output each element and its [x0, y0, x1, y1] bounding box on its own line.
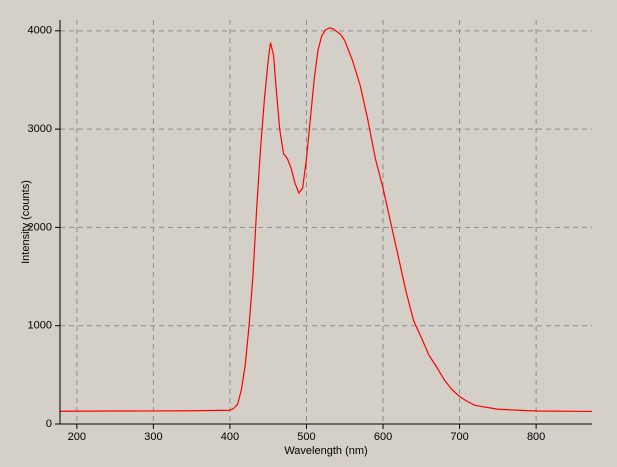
plot-area	[59, 27, 593, 413]
x-tick-label: 700	[450, 431, 468, 443]
x-tick-label: 300	[144, 431, 162, 443]
y-tick-label: 1000	[28, 320, 52, 332]
x-axis-label: Wavelength (nm)	[284, 445, 367, 457]
grid	[60, 20, 592, 425]
y-axis-label: Intensity (counts)	[20, 180, 32, 264]
y-tick-label: 4000	[28, 25, 52, 37]
x-tick-label: 400	[221, 431, 239, 443]
x-tick-label: 800	[527, 431, 545, 443]
x-tick-label: 500	[297, 431, 315, 443]
y-tick-label: 2000	[28, 221, 52, 233]
y-tick-label: 3000	[28, 123, 52, 135]
y-tick-label: 0	[46, 418, 52, 430]
x-tick-label: 200	[68, 431, 86, 443]
spectrum-line	[59, 27, 593, 413]
x-tick-label: 600	[374, 431, 392, 443]
